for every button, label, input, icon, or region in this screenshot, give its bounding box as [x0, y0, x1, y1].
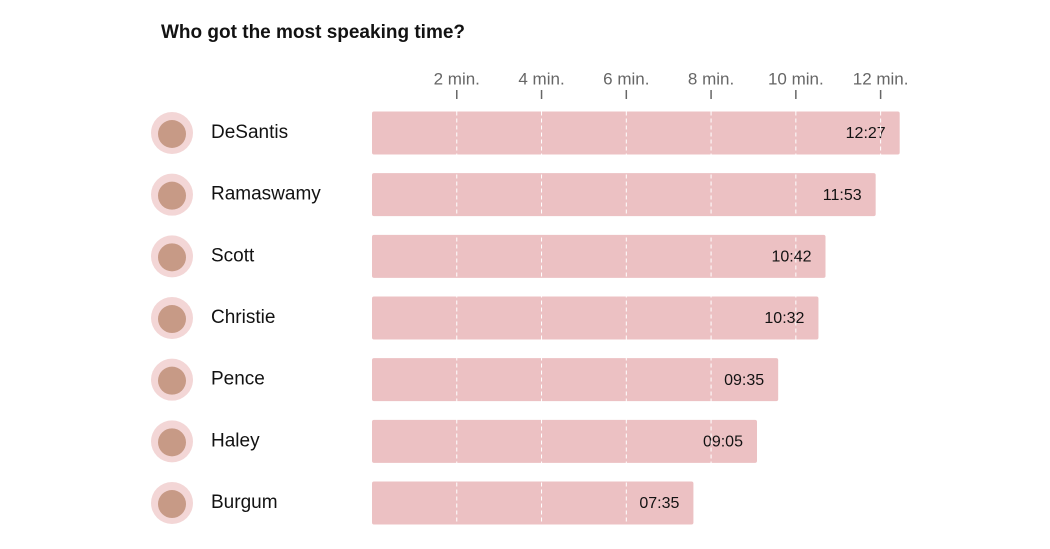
avatar-face [158, 181, 186, 210]
candidate-name: Scott [211, 245, 255, 266]
chart-title: Who got the most speaking time? [161, 22, 465, 43]
candidate-name: Christie [211, 307, 275, 328]
value-label: 10:42 [771, 249, 811, 266]
value-label: 12:27 [846, 125, 886, 142]
x-tick-label: 12 min. [853, 69, 909, 88]
avatar-face [158, 490, 186, 519]
bar [372, 358, 779, 402]
candidate-name: Burgum [211, 492, 278, 513]
x-tick-label: 2 min. [434, 69, 480, 88]
bar [372, 419, 757, 463]
candidate-name: DeSantis [211, 122, 288, 143]
bar [372, 296, 819, 340]
value-label: 07:35 [639, 495, 679, 512]
x-tick-label: 4 min. [518, 69, 564, 88]
value-label: 10:32 [764, 310, 804, 327]
bar [372, 481, 694, 525]
avatar-face [158, 243, 186, 272]
x-tick-label: 10 min. [768, 69, 824, 88]
candidate-name: Ramaswamy [211, 184, 321, 205]
x-tick-label: 8 min. [688, 69, 734, 88]
value-label: 11:53 [823, 187, 862, 204]
value-label: 09:05 [703, 434, 743, 451]
value-label: 09:35 [724, 372, 764, 389]
bar [372, 234, 826, 278]
avatar-face [158, 120, 186, 148]
avatars [151, 112, 193, 525]
avatar-face [158, 366, 186, 395]
avatar-face [158, 305, 186, 334]
bar [372, 111, 900, 155]
bar [372, 173, 876, 217]
candidate-name: Pence [211, 369, 265, 390]
avatar-face [158, 428, 186, 457]
candidate-name: Haley [211, 430, 260, 451]
x-tick-label: 6 min. [603, 69, 649, 88]
